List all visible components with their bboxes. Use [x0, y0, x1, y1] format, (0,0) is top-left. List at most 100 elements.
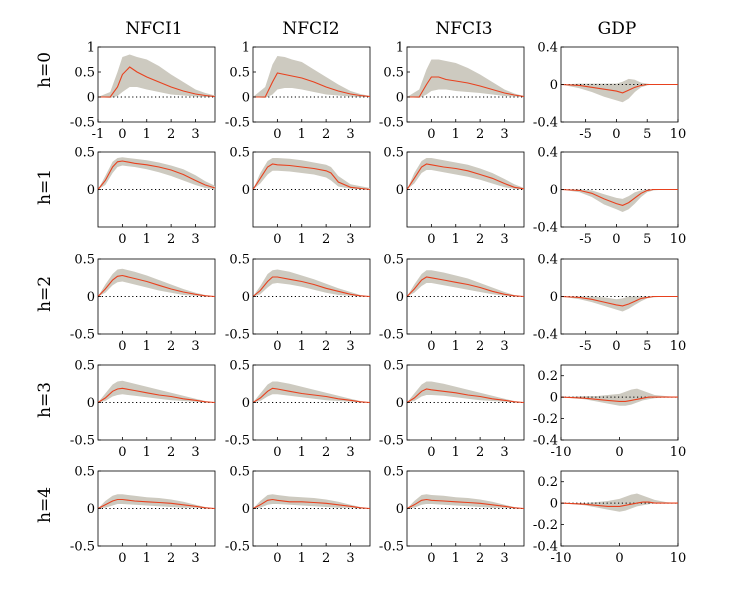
ytick-label-r4c1: 0.5: [229, 465, 250, 480]
column-titles: NFCI1 NFCI2 NFCI3 GDP: [125, 19, 636, 39]
confidence-band-r2c1: [253, 269, 370, 297]
ytick-label-r0c0: 0.5: [74, 66, 95, 81]
xtick-label-r0c3: 0: [612, 127, 620, 142]
row-labels: h=0 h=1 h=2 h=3 h=4: [35, 52, 55, 523]
axes-box-r3c2: [406, 364, 525, 441]
xtick-label-r4c0: 3: [191, 551, 199, 566]
ytick-label-r4c0: -0.5: [70, 540, 95, 555]
ytick-label-r2c2: -0.5: [379, 328, 404, 343]
xtick-label-r1c0: 1: [143, 232, 151, 247]
ytick-label-r3c3: -0.2: [533, 412, 558, 427]
panel-r1c1: 0 0.5 0 1 2 3: [229, 146, 371, 247]
panel-r2c3: -0.4 0 0.4 -5 0 5 10: [533, 253, 686, 355]
xtick-label-r0c2: 2: [476, 127, 484, 142]
ytick-label-r3c1: 0: [242, 396, 250, 411]
panel-r4c2: -0.5 0 0.5 0 1 2 3: [379, 465, 525, 566]
ytick-label-r1c1: 0: [242, 183, 250, 198]
ytick-label-r4c1: 0: [242, 502, 250, 517]
xtick-label-r4c1: 1: [298, 551, 306, 566]
ytick-label-r2c1: 0: [242, 290, 250, 305]
xtick-label-r3c3: 0: [615, 445, 623, 460]
ytick-label-r3c2: -0.5: [379, 434, 404, 449]
confidence-band-r3c3: [561, 388, 678, 406]
ytick-label-r0c2: 0: [396, 91, 404, 106]
xtick-label-r1c3: 10: [670, 232, 687, 247]
panel-r1c0: 0 0.5 0 1 2 3: [74, 146, 216, 247]
xtick-label-r0c1: 1: [298, 127, 306, 142]
axes-box-r4c2: [406, 470, 525, 547]
ytick-label-r0c0: 0: [87, 91, 95, 106]
ytick-label-r3c2: 0.5: [383, 359, 404, 374]
panel-r0c0: -0.5 0 0.5 1 -1 0 1 2 3: [70, 41, 216, 142]
col-title-gdp: GDP: [598, 19, 637, 39]
xtick-label-r0c1: 0: [273, 127, 281, 142]
confidence-band-r0c2: [407, 59, 524, 98]
xtick-label-r0c0: 0: [118, 127, 126, 142]
ytick-label-r2c2: 0.5: [383, 253, 404, 268]
median-line-r4c3: [560, 501, 678, 507]
xtick-label-r4c2: 1: [452, 551, 460, 566]
median-line-r3c1: [252, 387, 371, 404]
ytick-label-r3c1: -0.5: [225, 434, 250, 449]
median-line-r4c0: [97, 498, 216, 510]
xtick-label-r3c3: 10: [670, 445, 687, 460]
confidence-band-r2c3: [561, 296, 678, 312]
row-label-h3: h=3: [35, 382, 55, 418]
median-line-r0c2: [407, 76, 525, 98]
ytick-label-r0c3: 0: [550, 78, 558, 93]
xtick-label-r3c2: 3: [500, 445, 508, 460]
xtick-label-r4c3: 10: [670, 551, 687, 566]
ytick-label-r1c3: 0.4: [537, 146, 558, 161]
panel-r3c0: -0.5 0 0.5 0 1 2 3: [70, 359, 216, 460]
ytick-label-r0c0: 1: [87, 41, 95, 56]
xtick-label-r2c0: 3: [191, 339, 199, 354]
xtick-label-r2c0: 0: [118, 339, 126, 354]
xtick-label-r3c1: 1: [298, 445, 306, 460]
xtick-label-r2c3: -5: [579, 339, 592, 354]
ytick-label-r2c1: 0.5: [229, 253, 250, 268]
ytick-label-r2c0: 0.5: [74, 253, 95, 268]
ytick-label-r1c2: 0.5: [383, 146, 404, 161]
ytick-label-r0c1: 0: [242, 91, 250, 106]
xtick-label-r2c3: 10: [670, 339, 687, 354]
xtick-label-r1c1: 2: [322, 232, 330, 247]
xtick-label-r0c0: -1: [92, 127, 105, 142]
median-line-r3c2: [406, 388, 525, 404]
row-label-h1: h=1: [35, 169, 55, 205]
ytick-label-r1c3: 0: [550, 183, 558, 198]
xtick-label-r4c2: 2: [476, 551, 484, 566]
xtick-label-r0c3: 10: [670, 127, 687, 142]
ytick-label-r4c1: -0.5: [225, 540, 250, 555]
ytick-label-r0c3: 0.4: [537, 41, 558, 56]
xtick-label-r3c1: 3: [346, 445, 354, 460]
confidence-band-r1c0: [98, 157, 215, 190]
panel-r3c3: -0.4 -0.2 0 0.2 -10 0 10: [533, 364, 687, 460]
median-line-r2c3: [560, 295, 678, 307]
xtick-label-r0c1: 3: [346, 127, 354, 142]
ytick-label-r2c3: 0: [550, 290, 558, 305]
xtick-label-r0c2: 0: [427, 127, 435, 142]
xtick-label-r4c0: 0: [118, 551, 126, 566]
xtick-label-r1c0: 3: [191, 232, 199, 247]
col-title-nfci2: NFCI2: [282, 19, 339, 39]
ytick-label-r0c2: -0.5: [379, 116, 404, 131]
confidence-band-r4c3: [561, 493, 678, 512]
median-line-r1c2: [406, 163, 525, 190]
xtick-label-r0c3: -5: [579, 127, 592, 142]
ytick-label-r1c0: 0.5: [74, 146, 95, 161]
median-line-r2c2: [406, 276, 525, 298]
panel-r0c2: -0.5 0 0.5 1 0 1 2 3: [379, 41, 525, 142]
xtick-label-r3c2: 1: [452, 445, 460, 460]
ytick-label-r0c1: -0.5: [225, 116, 250, 131]
ytick-label-r4c3: -0.2: [533, 518, 558, 533]
xtick-label-r2c3: 0: [612, 339, 620, 354]
ytick-label-r0c0: -0.5: [70, 116, 95, 131]
ytick-label-r1c0: 0: [87, 183, 95, 198]
xtick-label-r3c1: 2: [322, 445, 330, 460]
ytick-label-r3c0: 0.5: [74, 359, 95, 374]
ytick-label-r2c1: -0.5: [225, 328, 250, 343]
xtick-label-r4c1: 2: [322, 551, 330, 566]
panel-r3c1: -0.5 0 0.5 0 1 2 3: [225, 359, 371, 460]
median-line-r2c0: [97, 274, 216, 298]
median-line-r0c1: [253, 72, 371, 98]
